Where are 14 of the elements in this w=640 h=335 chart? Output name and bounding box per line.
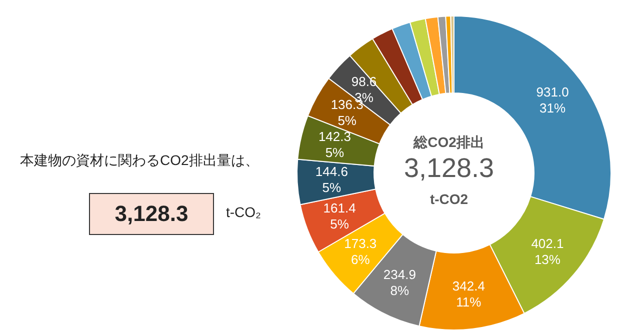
text: t-CO₂ <box>226 204 261 220</box>
text: 本建物の資材に関わるCO2排出量は、 <box>20 152 259 168</box>
text: t-CO2 <box>430 191 468 207</box>
data-label: 402.1 13% <box>531 236 564 268</box>
text: 総CO2排出 <box>414 134 484 150</box>
text: 3,128.3 <box>404 153 494 183</box>
data-label: 161.4 5% <box>323 200 356 232</box>
data-label: 144.6 5% <box>315 164 348 196</box>
data-label: 931.0 31% <box>536 84 569 116</box>
text: 3,128.3 <box>114 201 188 227</box>
data-label: 342.4 11% <box>452 278 485 310</box>
data-label: 173.3 6% <box>344 236 377 268</box>
data-label: 142.3 5% <box>318 129 352 160</box>
data-label: 234.9 8% <box>383 266 416 298</box>
